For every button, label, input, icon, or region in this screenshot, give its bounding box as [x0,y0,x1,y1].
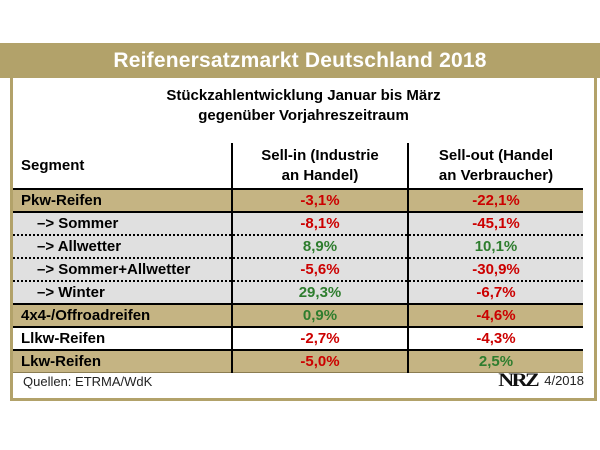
sell-in-value: -5,6% [231,258,408,282]
sell-out-value: -22,1% [407,189,583,213]
sell-in-value: 8,9% [231,235,408,259]
sell-out-value: -6,7% [407,281,583,305]
sell-out-value: -30,9% [407,258,583,282]
column-header-sell-out: Sell-out (Handel an Verbraucher) [407,143,583,190]
sell-out-value: 10,1% [407,235,583,259]
sell-out-value: -45,1% [407,212,583,236]
sell-in-value: 29,3% [231,281,408,305]
segment-label: –> Sommer [13,212,232,236]
segment-label: –> Sommer+Allwetter [13,258,232,282]
table-row: Pkw-Reifen -3,1% -22,1% [13,189,583,213]
sell-out-value: 2,5% [407,350,583,373]
segment-label: –> Winter [13,281,232,305]
table-header-row: Segment Sell-in (Industrie an Handel) Se… [13,143,583,190]
nrz-logo: NRZ [498,368,539,391]
table-row: –> Winter 29,3% -6,7% [13,281,583,305]
table-row: Lkw-Reifen -5,0% 2,5% [13,350,583,373]
table-row: –> Sommer -8,1% -45,1% [13,212,583,236]
sell-in-value: -3,1% [231,189,408,213]
segment-label: Lkw-Reifen [13,350,232,373]
segment-label: –> Allwetter [13,235,232,259]
segment-label: 4x4-/Offroadreifen [13,304,232,328]
table-row: Llkw-Reifen -2,7% -4,3% [13,327,583,351]
table-row: 4x4-/Offroadreifen 0,9% -4,6% [13,304,583,328]
sell-in-value: -8,1% [231,212,408,236]
content-box: Stückzahlentwicklung Januar bis März geg… [10,78,597,401]
column-header-segment: Segment [13,143,232,190]
issue-number: 4/2018 [544,372,584,388]
table-row: –> Allwetter 8,9% 10,1% [13,235,583,259]
chart-subtitle: Stückzahlentwicklung Januar bis März geg… [166,87,441,124]
segment-label: Pkw-Reifen [13,189,232,213]
data-table: Segment Sell-in (Industrie an Handel) Se… [13,143,583,373]
publication-credit: NRZ 4/2018 [498,369,584,391]
title-bar: Reifenersatzmarkt Deutschland 2018 [0,43,600,78]
table-row: –> Sommer+Allwetter -5,6% -30,9% [13,258,583,282]
segment-label: Llkw-Reifen [13,327,232,351]
page-title: Reifenersatzmarkt Deutschland 2018 [113,48,487,72]
sell-out-value: -4,3% [407,327,583,351]
column-header-sell-in: Sell-in (Industrie an Handel) [231,143,408,190]
sell-in-value: 0,9% [231,304,408,328]
sources-note: Quellen: ETRMA/WdK [23,374,153,389]
sell-in-value: -5,0% [231,350,408,373]
sell-in-value: -2,7% [231,327,408,351]
sell-out-value: -4,6% [407,304,583,328]
